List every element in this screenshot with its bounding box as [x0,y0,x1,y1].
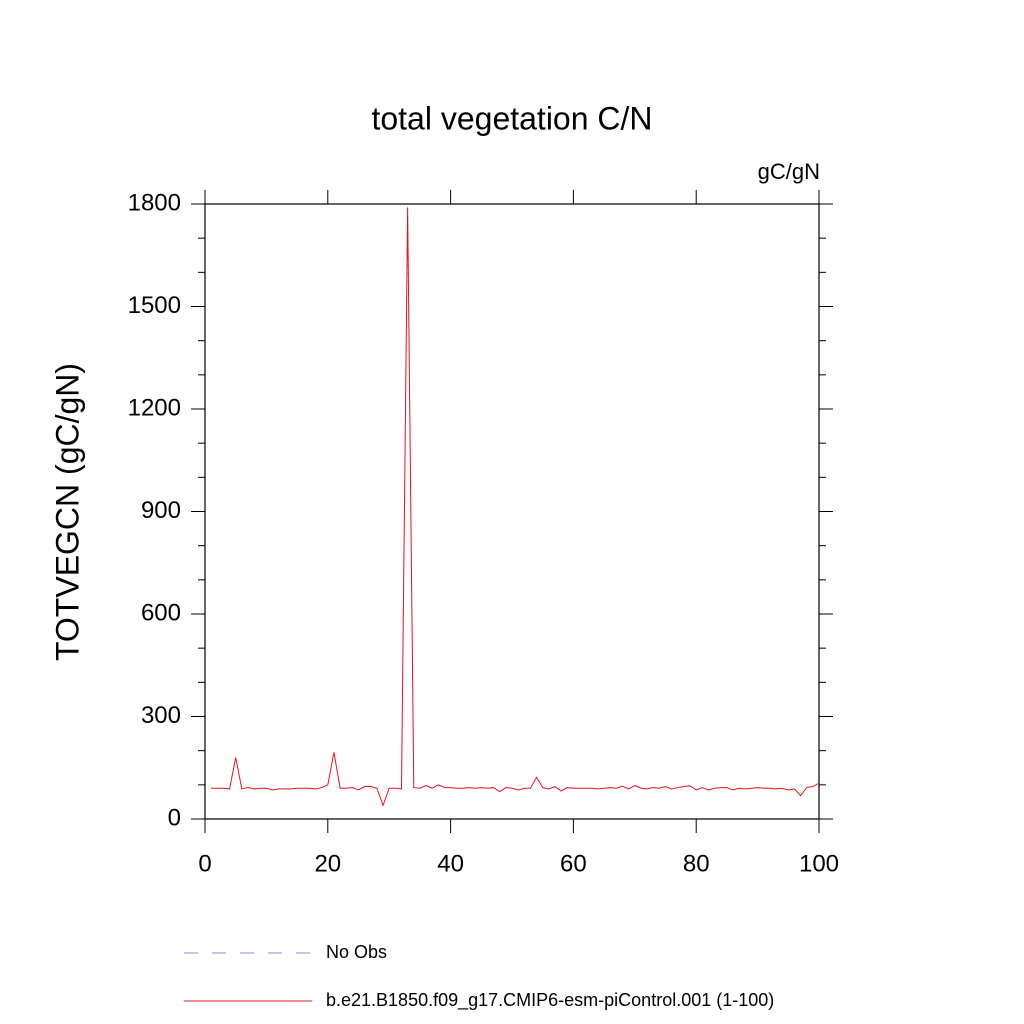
plot-frame [204,203,820,820]
legend-label: No Obs [326,942,387,962]
y-axis-label: TOTVEGCN (gC/gN) [49,363,85,661]
y-tick-label: 600 [141,599,181,626]
x-tick-label: 60 [560,850,587,877]
y-tick-label: 1500 [128,292,181,319]
x-tick-label: 20 [314,850,341,877]
units-label: gC/gN [758,159,820,184]
chart-title: total vegetation C/N [371,100,652,136]
x-tick-label: 0 [198,850,211,877]
x-tick-label: 40 [437,850,464,877]
data-line [211,207,820,807]
x-tick-label: 80 [683,850,710,877]
legend-label: b.e21.B1850.f09_g17.CMIP6-esm-piControl.… [326,990,774,1011]
y-tick-label: 1800 [128,189,181,216]
y-tick-label: 900 [141,497,181,524]
y-tick-label: 1200 [128,394,181,421]
y-tick-label: 300 [141,702,181,729]
y-tick-label: 0 [168,804,181,831]
x-tick-label: 100 [799,850,839,877]
